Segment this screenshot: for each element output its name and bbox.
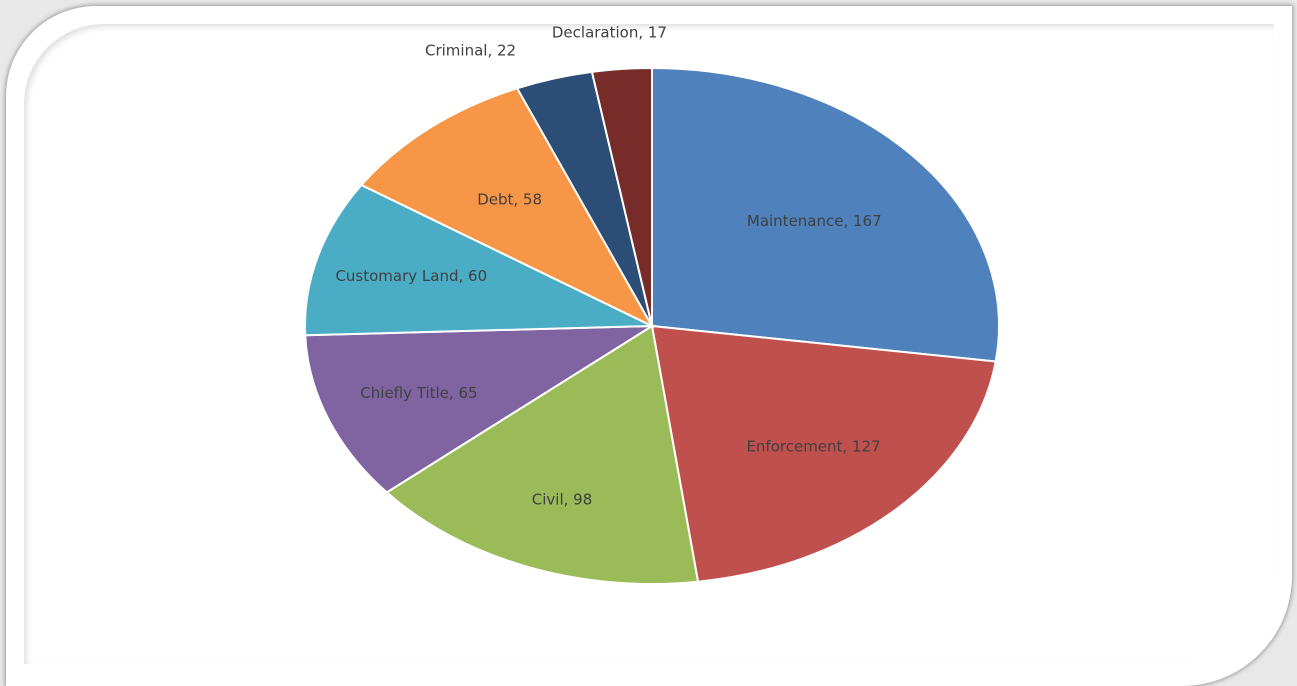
pie-label-debt: Debt, 58 [477,190,542,208]
pie-label-enforcement: Enforcement, 127 [746,438,880,456]
pie-labels: Maintenance, 167 Enforcement, 127 Civil, 9… [335,23,881,508]
pie-slice-enforcement [650,324,997,583]
pie-chart: Maintenance, 167 Enforcement, 127 Civil, 9… [304,23,1000,585]
pie-slice-civil [385,324,700,585]
pie-slices [304,66,1000,585]
pie-label-maintenance: Maintenance, 167 [747,212,882,230]
pie-slice-chiefly-title [304,324,656,494]
pie-slice-declaration [590,66,653,327]
pie-slice-maintenance [651,66,1000,363]
pie-label-criminal: Criminal, 22 [425,42,516,60]
pie-slice-customary-land [304,183,653,337]
pie-slice-debt [359,87,655,329]
pie-label-civil: Civil, 98 [532,490,592,508]
pie-label-customary-land: Customary Land, 60 [335,267,487,285]
pie-label-declaration: Declaration, 17 [552,23,667,41]
pie-label-chiefly-title: Chiefly Title, 65 [360,384,477,402]
